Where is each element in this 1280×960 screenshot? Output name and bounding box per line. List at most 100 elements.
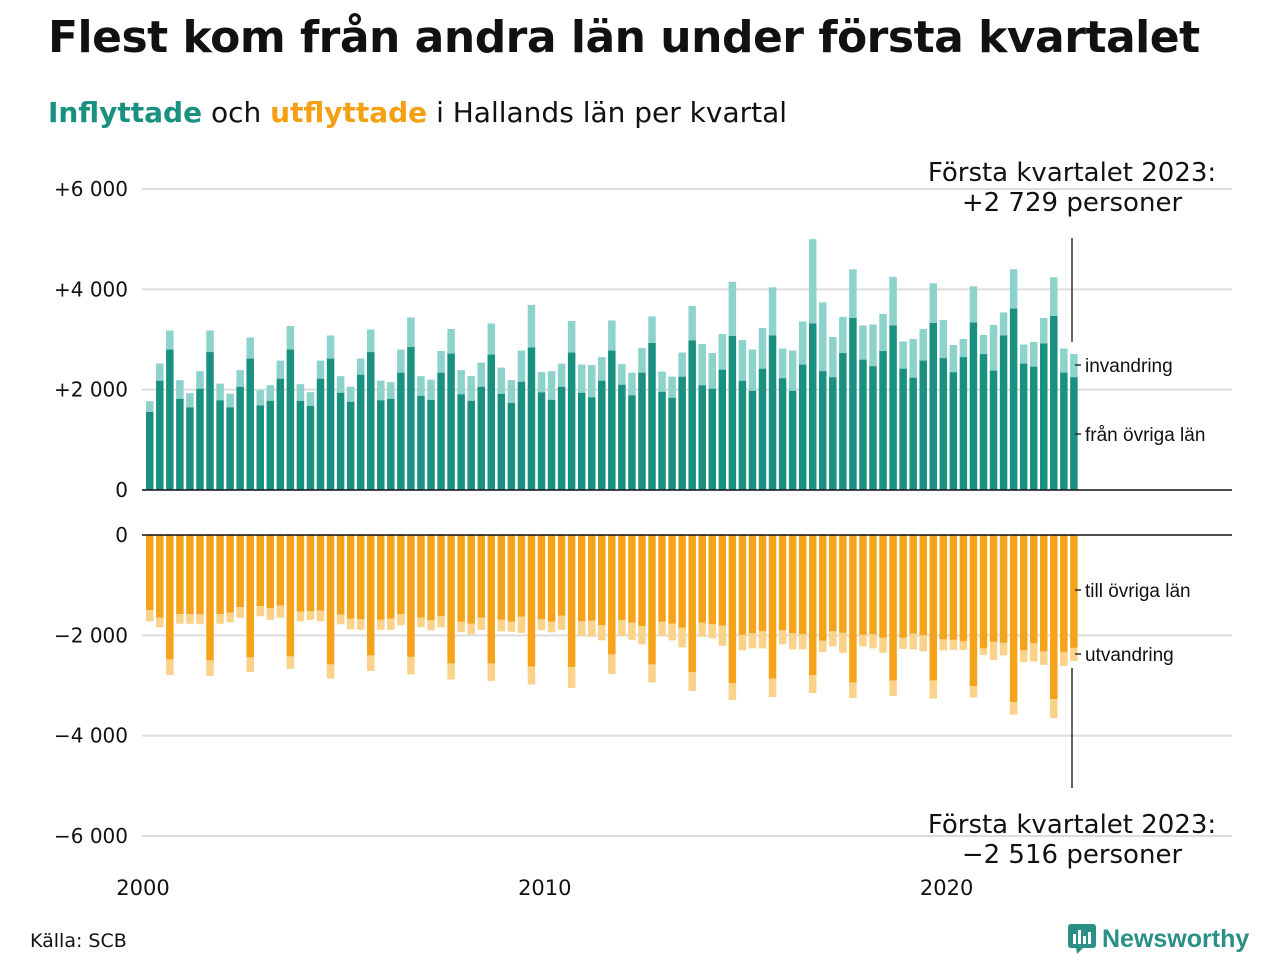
bar-fran-ovriga-lan [196,388,204,490]
bar-till-ovriga-lan [537,535,546,620]
bar-utvandring [276,605,285,618]
bar-invandring [557,363,566,387]
bar-till-ovriga-lan [467,535,475,624]
bar-invandring [346,386,355,402]
bar-utvandring [156,617,164,628]
bar-till-ovriga-lan [788,535,797,634]
bar-till-ovriga-lan [577,535,586,622]
bar-fran-ovriga-lan [547,399,556,490]
bar-utvandring [1009,702,1018,715]
bar-fran-ovriga-lan [537,392,546,490]
bar-invandring [326,335,335,359]
bar-till-ovriga-lan [1060,535,1068,652]
bar-utvandring [447,663,455,680]
bar-fran-ovriga-lan [698,385,706,490]
bar-utvandring [216,614,224,624]
bar-utvandring [909,633,917,650]
bar-utvandring [688,671,696,692]
bar-fran-ovriga-lan [507,402,516,490]
bar-fran-ovriga-lan [768,335,777,490]
bar-till-ovriga-lan [688,535,696,672]
bar-invandring [166,330,174,350]
legend-invandring: invandring [1085,356,1173,377]
bar-fran-ovriga-lan [417,395,425,490]
bar-fran-ovriga-lan [738,380,747,490]
bar-utvandring [798,634,807,650]
bar-invandring [768,287,777,336]
bar-utvandring [366,655,375,671]
bar-utvandring [266,608,275,620]
bar-till-ovriga-lan [477,535,485,618]
bar-utvandring [417,617,425,628]
bar-utvandring [598,625,606,641]
bar-fran-ovriga-lan [618,384,626,490]
bar-invandring [437,351,445,373]
bar-till-ovriga-lan [708,535,717,625]
bar-invandring [306,392,315,406]
bar-till-ovriga-lan [397,535,405,615]
bar-utvandring [738,634,747,651]
bar-invandring [567,320,576,353]
annotation-bottom-line1: Första kvartalet 2023: [928,810,1216,840]
bar-utvandring [768,678,777,698]
bar-invandring [427,379,435,400]
bar-utvandring [608,654,616,674]
bar-utvandring [708,624,717,639]
bar-fran-ovriga-lan [156,380,164,490]
bar-fran-ovriga-lan [819,371,827,490]
bar-utvandring [628,622,636,640]
bar-till-ovriga-lan [1009,535,1018,703]
annotation-bottom-line2: −2 516 personer [962,840,1183,870]
bar-fran-ovriga-lan [487,354,496,490]
y-tick-label-bottom: 0 [115,523,128,547]
bar-fran-ovriga-lan [658,391,666,490]
bar-fran-ovriga-lan [728,335,737,490]
y-tick-label-top: +4 000 [54,277,128,301]
bar-invandring [206,330,214,353]
bar-fran-ovriga-lan [427,399,435,490]
bar-till-ovriga-lan [296,535,305,612]
bar-fran-ovriga-lan [407,347,415,490]
bar-fran-ovriga-lan [166,349,174,490]
bar-fran-ovriga-lan [146,411,154,490]
bar-invandring [829,336,837,378]
bar-fran-ovriga-lan [1029,366,1038,490]
legend-fran-ovriga-lan: från övriga län [1085,425,1205,446]
bar-invandring [256,390,264,406]
bar-utvandring [899,637,907,649]
bar-till-ovriga-lan [316,535,325,611]
bar-till-ovriga-lan [949,535,958,640]
bar-fran-ovriga-lan [226,407,234,490]
bar-utvandring [889,680,897,697]
bar-till-ovriga-lan [447,535,455,664]
bar-utvandring [989,641,998,660]
bar-invandring [969,286,978,323]
bar-till-ovriga-lan [798,535,807,635]
bar-till-ovriga-lan [547,535,556,622]
bar-utvandring [1019,650,1028,662]
bar-till-ovriga-lan [407,535,415,657]
bar-till-ovriga-lan [778,535,787,631]
bar-fran-ovriga-lan [909,377,917,490]
bar-utvandring [286,656,295,669]
bar-fran-ovriga-lan [859,359,867,490]
bar-till-ovriga-lan [919,535,927,636]
bar-till-ovriga-lan [356,535,365,620]
bar-invandring [527,304,536,348]
bar-fran-ovriga-lan [1019,363,1028,490]
bar-invandring [939,319,948,359]
bar-till-ovriga-lan [346,535,355,619]
bar-invandring [909,338,917,378]
bar-utvandring [748,633,757,649]
bar-fran-ovriga-lan [648,343,656,490]
bar-utvandring [919,635,927,652]
bar-invandring [356,358,365,375]
bar-invandring [1060,348,1068,373]
bar-invandring [387,382,395,399]
bar-till-ovriga-lan [286,535,295,657]
bar-fran-ovriga-lan [296,400,305,490]
bar-till-ovriga-lan [437,535,445,617]
legend-utvandring: utvandring [1085,645,1174,666]
bar-utvandring [618,620,626,636]
bar-invandring [447,328,455,354]
